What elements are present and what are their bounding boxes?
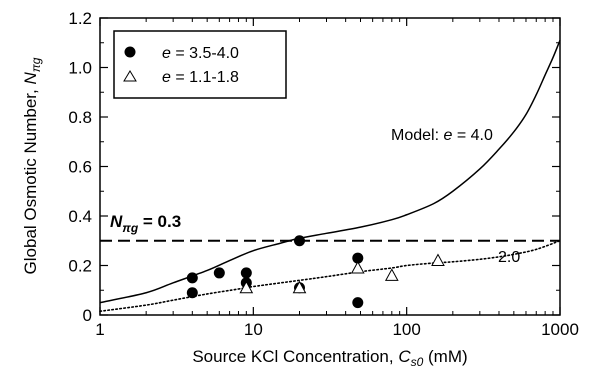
x-tick-label: 1000: [541, 320, 579, 339]
data-point-filled-circle: [240, 267, 252, 279]
x-axis-title: Source KCl Concentration, Cs0 (mM): [192, 347, 467, 369]
data-point-filled-circle: [352, 297, 364, 309]
y-tick-label: 1.0: [68, 59, 92, 78]
data-points: [186, 235, 445, 309]
model-curves: [99, 39, 561, 313]
y-tick-label: 0.6: [68, 158, 92, 177]
data-point-open-triangle: [350, 260, 365, 274]
tick-labels: 1 10 100 1000 0 0.2 0.4 0.6 0.8 1.0 1.2: [68, 9, 579, 339]
x-tick-label: 10: [244, 320, 263, 339]
y-tick-label: 1.2: [68, 9, 92, 28]
legend-label-series-2: e = 1.1-1.8: [162, 69, 239, 86]
data-point-open-triangle: [431, 253, 445, 267]
x-tick-label: 1: [95, 320, 104, 339]
data-point-open-triangle: [384, 268, 399, 281]
y-tick-label: 0.2: [68, 257, 92, 276]
y-tick-label: 0: [83, 306, 92, 325]
y-axis-title: Global Osmotic Number, Nπg: [21, 57, 43, 274]
data-point-filled-circle: [186, 272, 198, 284]
data-point-open-triangle: [292, 280, 307, 294]
y-tick-label: 0.4: [68, 207, 92, 226]
x-tick-label: 100: [392, 320, 420, 339]
legend-marker-filled-circle: [124, 46, 136, 58]
legend-label-series-1: e = 3.5-4.0: [162, 45, 239, 62]
model-curve-e2: [99, 239, 561, 313]
annotation-threshold: Nπg = 0.3: [110, 212, 181, 235]
legend-marker-open-triangle: [123, 70, 137, 82]
y-tick-label: 0.8: [68, 108, 92, 127]
data-point-filled-circle: [186, 287, 198, 299]
data-point-filled-circle: [352, 252, 364, 264]
legend: e = 3.5-4.0 e = 1.1-1.8: [113, 30, 287, 99]
annotation-curve-2: 2.0: [498, 249, 520, 266]
annotation-model: Model: e = 4.0: [391, 127, 493, 144]
data-point-filled-circle: [213, 267, 225, 279]
data-point-open-triangle: [239, 280, 254, 294]
data-point-filled-circle: [293, 235, 305, 247]
model-curve-e4: [99, 39, 561, 304]
legend-box: [113, 30, 287, 99]
